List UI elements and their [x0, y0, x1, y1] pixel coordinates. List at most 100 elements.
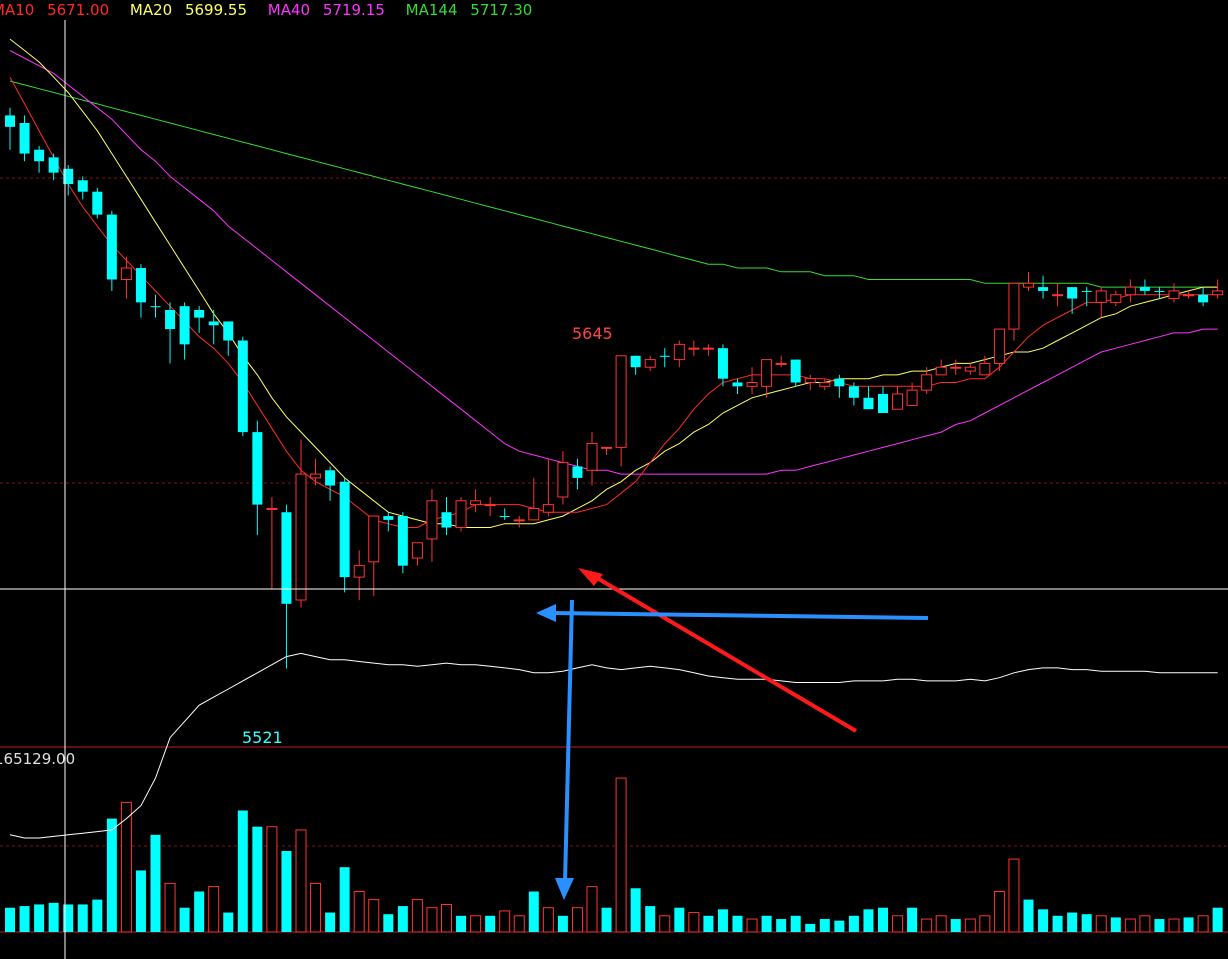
candle-body-up — [644, 359, 656, 368]
candle-body-up — [979, 362, 991, 376]
candle-body-down — [19, 123, 30, 154]
volume-bar-down — [834, 920, 845, 932]
candle-body-up — [964, 366, 976, 372]
volume-bar-down — [761, 915, 772, 932]
candle-body-up — [1124, 286, 1136, 296]
candle-body-down — [339, 481, 350, 578]
volume-bar-up — [266, 826, 278, 933]
candle-body-down — [165, 310, 176, 330]
candle-body-up — [1023, 282, 1034, 288]
volume-bar-up — [964, 918, 976, 933]
volume-bar-down — [805, 923, 816, 932]
candle-body-down — [252, 432, 263, 505]
candle-body-up — [615, 355, 627, 448]
candle-body-up — [1110, 294, 1122, 303]
candle-body-down — [572, 466, 583, 478]
volume-bar-down — [179, 907, 190, 932]
volume-bar-down — [34, 904, 45, 932]
candle-body-up — [1052, 294, 1064, 297]
candle-body-up — [775, 362, 787, 365]
volume-bar-down — [790, 915, 801, 932]
volume-bar-down — [907, 907, 918, 932]
candle-body-up — [470, 500, 482, 506]
volume-bar-down — [92, 899, 103, 932]
red-arrow-head — [578, 568, 603, 586]
volume-bar-down — [703, 915, 714, 932]
volume-bar-down — [674, 907, 685, 932]
ma144-line — [9, 80, 1218, 288]
volume-bar-up — [310, 882, 322, 933]
volume-bar-up — [295, 829, 307, 933]
blue-vertical-arrow-shaft — [563, 599, 574, 883]
candle-body-up — [586, 443, 598, 471]
volume-bar-down — [601, 907, 612, 932]
volume-bar-up — [746, 918, 758, 933]
candle-body-down — [1038, 287, 1049, 291]
candle-body-down — [659, 355, 670, 357]
candle-body-down — [834, 378, 845, 387]
volume-bar-up — [571, 907, 583, 933]
volume-bar-down — [237, 810, 248, 932]
ma20-line — [9, 38, 1218, 528]
volume-ma-line — [9, 652, 1218, 839]
volume-bar-down — [1081, 914, 1092, 932]
candle-body-down — [1067, 287, 1078, 299]
candle-body-down — [106, 214, 117, 280]
volume-bar-up — [120, 801, 132, 933]
volume-bar-up — [1124, 918, 1136, 933]
volume-bar-down — [77, 904, 88, 932]
candle-body-down — [441, 512, 452, 528]
ma10-line — [9, 76, 1218, 528]
red-arrow-shaft — [590, 573, 858, 733]
volume-bar-up — [1168, 918, 1180, 933]
volume-bar-down — [48, 902, 59, 932]
volume-bar-up — [979, 915, 991, 933]
volume-bar-up — [368, 899, 380, 933]
volume-bar-down — [150, 834, 161, 932]
candle-body-up — [426, 500, 438, 540]
candle-body-down — [194, 310, 205, 318]
candle-body-up — [921, 374, 933, 391]
volume-bar-down — [194, 891, 205, 932]
candle-body-up — [601, 446, 613, 449]
candle-body-up — [688, 347, 700, 350]
candle-body-down — [325, 470, 336, 486]
blue-horizontal-arrow-head — [536, 604, 556, 622]
volume-bar-up — [993, 891, 1005, 933]
candle-body-up — [411, 542, 423, 559]
volume-bar-down — [1110, 917, 1121, 932]
volume-bar-down — [878, 907, 888, 932]
volume-bar-up — [935, 915, 947, 933]
volume-bar-down — [19, 906, 30, 932]
candle-body-up — [455, 500, 467, 528]
volume-bar-down — [557, 915, 568, 932]
candle-body-down — [135, 268, 146, 303]
volume-bar-up — [921, 918, 933, 933]
volume-bar-up — [586, 886, 598, 933]
candle-body-down — [63, 168, 74, 185]
candle-body-up — [950, 366, 962, 369]
volume-bar-down — [819, 919, 830, 932]
candle-body-down — [34, 149, 45, 162]
candle-body-down — [281, 512, 292, 604]
volume-bar-down — [325, 912, 336, 932]
volume-bar-down — [339, 867, 350, 932]
volume-bar-down — [1067, 912, 1078, 932]
candle-body-up — [528, 507, 540, 521]
volume-bar-up — [441, 903, 452, 933]
candle-body-down — [717, 348, 728, 379]
volume-bar-down — [281, 851, 292, 932]
candle-body-down — [1081, 290, 1092, 292]
candle-body-up — [1095, 290, 1107, 303]
volume-bar-up — [1139, 915, 1151, 933]
candle-body-up — [761, 359, 773, 387]
candle-body-down — [1198, 294, 1209, 303]
candle-body-down — [208, 321, 219, 326]
volume-bar-up — [208, 886, 220, 933]
candle-body-down — [732, 382, 743, 387]
volume-bar-up — [1095, 915, 1107, 933]
candle-body-down — [179, 306, 190, 345]
volume-value-label: 165129.00 — [0, 750, 76, 768]
volume-bar-up — [499, 910, 511, 933]
